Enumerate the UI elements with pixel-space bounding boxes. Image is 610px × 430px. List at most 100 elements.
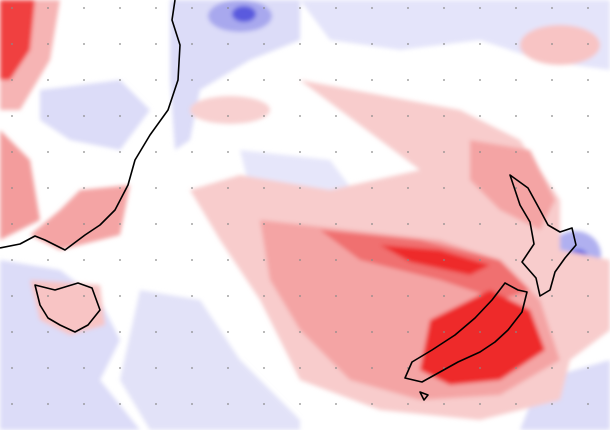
grid-point: [227, 223, 229, 225]
positive-anomaly-strong: [0, 0, 35, 80]
grid-point: [11, 331, 13, 333]
grid-point: [335, 259, 337, 261]
grid-point: [155, 7, 157, 9]
grid-point: [515, 151, 517, 153]
grid-point: [119, 367, 121, 369]
grid-point: [47, 331, 49, 333]
grid-point: [119, 43, 121, 45]
grid-point: [227, 295, 229, 297]
grid-point: [191, 43, 193, 45]
grid-point: [299, 403, 301, 405]
grid-point: [371, 331, 373, 333]
grid-point: [299, 7, 301, 9]
grid-point: [155, 151, 157, 153]
grid-point: [47, 151, 49, 153]
grid-point: [587, 259, 589, 261]
grid-point: [335, 403, 337, 405]
grid-point: [551, 7, 553, 9]
grid-point: [83, 223, 85, 225]
grid-point: [263, 151, 265, 153]
grid-point: [299, 151, 301, 153]
grid-point: [191, 187, 193, 189]
grid-point: [299, 367, 301, 369]
grid-point: [479, 295, 481, 297]
grid-point: [263, 403, 265, 405]
grid-point: [191, 403, 193, 405]
grid-point: [551, 115, 553, 117]
grid-point: [371, 115, 373, 117]
grid-point: [335, 43, 337, 45]
grid-point: [227, 403, 229, 405]
grid-point: [587, 187, 589, 189]
grid-point: [335, 79, 337, 81]
grid-point: [371, 295, 373, 297]
grid-point: [407, 223, 409, 225]
negative-anomaly: [170, 0, 300, 150]
stewart-island-coast: [419, 391, 429, 401]
grid-point: [47, 403, 49, 405]
grid-point: [587, 79, 589, 81]
grid-point: [551, 187, 553, 189]
grid-point: [371, 367, 373, 369]
grid-point: [47, 79, 49, 81]
tasmania-coast: [34, 282, 101, 333]
grid-point: [227, 367, 229, 369]
grid-point: [479, 43, 481, 45]
grid-point: [587, 43, 589, 45]
grid-point: [83, 187, 85, 189]
grid-point: [587, 403, 589, 405]
grid-point: [83, 331, 85, 333]
grid-point: [479, 223, 481, 225]
grid-point: [443, 331, 445, 333]
grid-point: [155, 331, 157, 333]
grid-point: [299, 187, 301, 189]
grid-point: [263, 367, 265, 369]
grid-point: [11, 223, 13, 225]
grid-point: [515, 295, 517, 297]
grid-point: [83, 403, 85, 405]
grid-point: [83, 259, 85, 261]
positive-anomaly: [0, 130, 40, 240]
grid-point: [443, 43, 445, 45]
grid-point: [479, 7, 481, 9]
grid-point: [227, 43, 229, 45]
grid-point: [155, 223, 157, 225]
grid-point: [335, 367, 337, 369]
grid-point: [299, 79, 301, 81]
grid-point: [335, 151, 337, 153]
grid-point: [551, 259, 553, 261]
grid-point: [443, 115, 445, 117]
grid-point: [155, 115, 157, 117]
grid-point: [551, 79, 553, 81]
grid-point: [119, 331, 121, 333]
grid-point: [11, 7, 13, 9]
grid-point: [407, 115, 409, 117]
grid-point: [407, 331, 409, 333]
grid-point: [47, 367, 49, 369]
grid-point: [515, 223, 517, 225]
north-island-coast: [509, 174, 577, 297]
grid-point: [443, 79, 445, 81]
grid-point: [479, 115, 481, 117]
grid-point: [263, 79, 265, 81]
grid-point: [335, 331, 337, 333]
grid-point: [335, 115, 337, 117]
grid-point: [587, 223, 589, 225]
positive-anomaly-strong: [420, 290, 545, 385]
negative-anomaly: [40, 80, 150, 150]
positive-anomaly: [520, 25, 600, 65]
grid-point: [119, 187, 121, 189]
grid-point: [11, 259, 13, 261]
grid-point: [227, 259, 229, 261]
grid-point: [119, 151, 121, 153]
grid-point: [155, 259, 157, 261]
grid-point: [11, 367, 13, 369]
grid-point: [83, 115, 85, 117]
grid-point: [227, 187, 229, 189]
grid-point: [83, 367, 85, 369]
grid-point: [335, 223, 337, 225]
grid-point: [587, 115, 589, 117]
